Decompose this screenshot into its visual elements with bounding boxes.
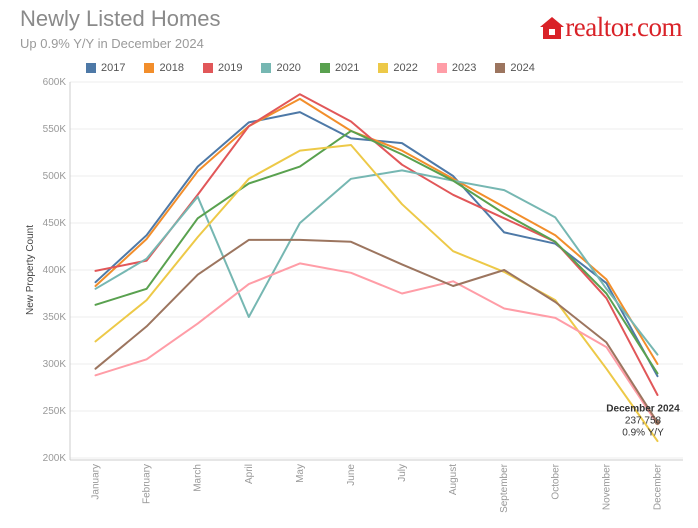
- series-line-2023: [94, 262, 659, 426]
- legend-swatch: [495, 63, 506, 73]
- x-tick-label: June: [346, 464, 357, 486]
- y-tick-label: 450K: [43, 218, 67, 229]
- legend-item-2020[interactable]: 2020: [261, 62, 301, 74]
- chart-subtitle: Up 0.9% Y/Y in December 2024: [20, 36, 204, 51]
- legend-item-2018[interactable]: 2018: [144, 62, 184, 74]
- annotation-label: 0.9% Y/Y: [622, 428, 664, 439]
- y-tick-label: 350K: [43, 312, 67, 323]
- legend-item-2021[interactable]: 2021: [319, 62, 360, 74]
- legend-swatch: [319, 63, 330, 73]
- x-tick-label: October: [550, 463, 561, 499]
- y-tick-label: 300K: [43, 359, 67, 370]
- x-tick-label: July: [397, 464, 408, 482]
- logo-text: realtor.com: [565, 12, 682, 42]
- legend-label: 2017: [101, 62, 126, 74]
- annotation-label: December 2024: [606, 404, 680, 415]
- legend-item-2019[interactable]: 2019: [202, 62, 243, 74]
- legend-label: 2024: [510, 62, 535, 74]
- series-line-2024: [94, 238, 659, 424]
- x-tick-label: November: [601, 463, 612, 510]
- y-tick-label: 400K: [43, 265, 67, 276]
- legend-item-2017[interactable]: 2017: [86, 62, 125, 74]
- x-tick-label: February: [142, 464, 153, 504]
- x-tick-label: April: [244, 464, 255, 484]
- legend-swatch: [436, 63, 447, 73]
- house-icon: [540, 16, 565, 39]
- series-line-2022: [94, 144, 659, 443]
- annotation-label: 237,758: [625, 416, 662, 427]
- legend-swatch: [144, 63, 155, 73]
- chart-title: Newly Listed Homes: [20, 6, 221, 31]
- x-tick-label: May: [295, 464, 306, 483]
- legend-item-2024[interactable]: 2024: [495, 62, 535, 74]
- x-tick-label: August: [448, 464, 459, 495]
- series-line-2021: [94, 129, 659, 375]
- legend-swatch: [378, 63, 389, 73]
- x-tick-label: January: [91, 464, 102, 500]
- legend-swatch: [202, 63, 213, 73]
- legend-label: 2021: [334, 62, 360, 74]
- chart-legend: 2017 2018 2019 2020 2021 2022 2023 2024: [86, 62, 554, 74]
- y-tick-label: 550K: [43, 124, 67, 135]
- legend-label: 2020: [276, 62, 301, 74]
- legend-label: 2022: [393, 62, 418, 74]
- x-tick-label: September: [499, 463, 510, 513]
- x-tick-label: March: [193, 464, 204, 492]
- y-tick-label: 500K: [43, 171, 67, 182]
- legend-swatch: [261, 63, 272, 73]
- y-tick-label: 600K: [43, 77, 67, 88]
- annotation-point: [654, 420, 660, 426]
- legend-item-2022[interactable]: 2022: [378, 62, 418, 74]
- series-line-2018: [94, 97, 659, 365]
- realtor-logo[interactable]: realtor.com: [539, 14, 682, 41]
- legend-swatch: [86, 63, 96, 73]
- legend-label: 2019: [217, 62, 243, 74]
- legend-label: 2018: [159, 62, 184, 74]
- y-axis-title: New Property Count: [25, 225, 36, 315]
- legend-item-2023[interactable]: 2023: [436, 62, 477, 74]
- y-tick-label: 200K: [43, 453, 67, 464]
- y-tick-label: 250K: [43, 406, 67, 417]
- x-tick-label: December: [652, 463, 663, 510]
- legend-label: 2023: [451, 62, 477, 74]
